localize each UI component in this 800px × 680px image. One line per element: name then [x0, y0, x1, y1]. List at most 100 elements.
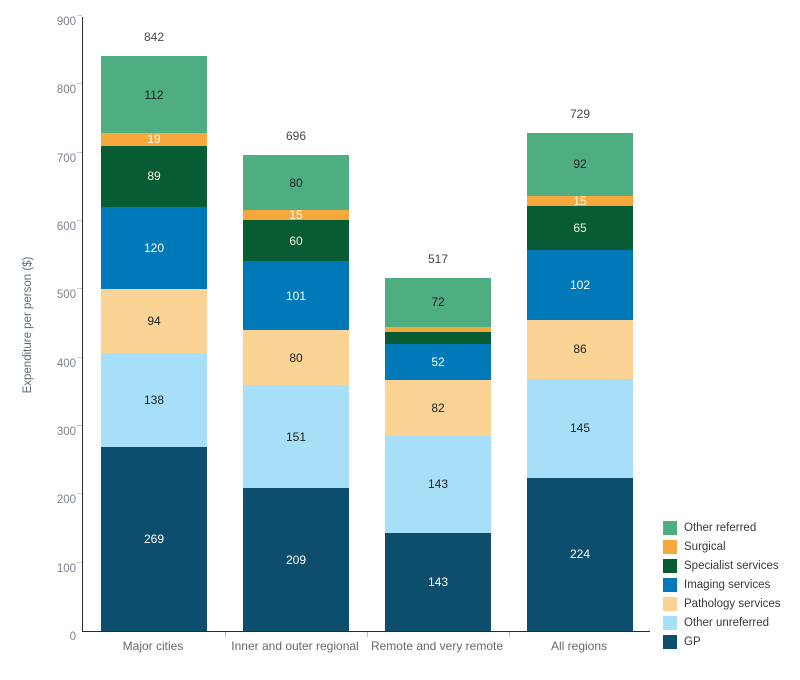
bar-slot: 269 138 94 120 89 19 112 842 [83, 17, 225, 631]
x-category-tick [367, 632, 368, 637]
bar-segment-other-referred[interactable]: 80 [243, 155, 349, 211]
y-tick-mark [77, 288, 82, 290]
bar-segment-other-referred[interactable]: 72 [385, 277, 491, 327]
bar-slot: 143 143 82 52 72 517 [367, 17, 509, 631]
legend-swatch-icon [663, 520, 677, 535]
y-tick-label: 100 [56, 562, 76, 575]
legend-swatch-icon [663, 615, 677, 630]
y-tick-mark [77, 220, 82, 221]
bar-segment-surgical[interactable]: 15 [243, 208, 349, 223]
y-tick-mark [77, 493, 82, 495]
legend-item-imaging-services[interactable]: Imaging services [663, 575, 781, 594]
legend-item-gp[interactable]: GP [663, 632, 781, 651]
legend-label: Pathology services [684, 597, 781, 610]
segment-value-label: 65 [573, 221, 587, 236]
bar-segment-surgical[interactable] [385, 326, 491, 332]
bar-segment-other-referred[interactable]: 92 [527, 132, 633, 196]
y-tick-mark [77, 561, 82, 563]
segment-value-label: 120 [143, 240, 165, 255]
bar-segment-imaging-services[interactable]: 102 [527, 250, 633, 321]
segment-value-label: 224 [569, 547, 591, 562]
bar-segment-pathology-services[interactable]: 82 [385, 379, 491, 436]
segment-value-label: 112 [144, 87, 164, 102]
segment-value-label: 138 [143, 393, 165, 408]
bar-total-label: 696 [285, 129, 307, 144]
legend-label: Specialist services [684, 559, 779, 572]
segment-value-label: 60 [289, 233, 303, 248]
bar-segment-other-unreferred[interactable]: 151 [243, 385, 349, 489]
bar-segment-pathology-services[interactable]: 80 [243, 330, 349, 386]
segment-value-label: 102 [569, 278, 591, 293]
legend-swatch-icon [663, 577, 677, 592]
bar-segment-other-unreferred[interactable]: 138 [101, 352, 207, 448]
bar-segment-pathology-services[interactable]: 86 [527, 320, 633, 379]
legend-swatch-icon [663, 596, 677, 611]
segment-value-label: 89 [147, 169, 161, 184]
bar-segment-gp[interactable]: 143 [385, 533, 491, 631]
legend-swatch-icon [663, 539, 677, 554]
segment-value-label: 82 [431, 400, 445, 415]
legend-item-other-referred[interactable]: Other referred [663, 518, 781, 537]
x-axis-label-major-cities: Major cities [122, 639, 184, 653]
segment-value-label: 19 [147, 132, 161, 147]
y-tick-label: 700 [56, 152, 76, 165]
x-axis-label-remote-and-very-remote: Remote and very remote [370, 639, 504, 653]
bar-total-label: 729 [569, 106, 591, 121]
y-tick-label: 0 [69, 631, 76, 643]
y-tick-label: 300 [56, 426, 76, 438]
bar-segment-surgical[interactable]: 15 [527, 193, 633, 208]
bar-segment-surgical[interactable]: 19 [101, 132, 207, 147]
y-tick-label: 800 [56, 84, 76, 97]
bar-segment-pathology-services[interactable]: 94 [101, 288, 207, 353]
segment-value-label: 15 [289, 208, 303, 223]
y-tick-label: 200 [56, 494, 76, 507]
legend-label: GP [684, 635, 701, 648]
y-axis-title: Expenditure per person ($) [22, 256, 34, 394]
x-category-tick [509, 632, 510, 637]
bar-inner-and-outer-regional: 209 151 80 101 60 15 80 [243, 155, 349, 631]
bar-segment-imaging-services[interactable]: 52 [385, 344, 491, 380]
legend: Other referred Surgical Specialist service… [663, 518, 781, 651]
segment-value-label: 145 [569, 421, 591, 436]
bar-segment-other-unreferred[interactable]: 143 [385, 435, 491, 534]
legend-label: Surgical [684, 540, 726, 553]
segment-value-label: 92 [573, 157, 587, 172]
bar-segment-gp[interactable]: 209 [243, 488, 349, 631]
bar-segment-other-referred[interactable]: 112 [101, 56, 207, 133]
segment-value-label: 143 [427, 575, 449, 590]
plot-area: 0 100 200 300 400 500 600 700 800 900 269 138 94 120 8… [57, 15, 650, 643]
y-tick-label: 900 [56, 16, 76, 28]
bar-segment-imaging-services[interactable]: 101 [243, 261, 349, 331]
legend-item-pathology-services[interactable]: Pathology services [663, 594, 781, 613]
x-axis-label-all-regions: All regions [550, 639, 608, 653]
legend-swatch-icon [663, 634, 677, 649]
bar-segment-imaging-services[interactable]: 120 [101, 206, 207, 289]
bar-major-cities: 269 138 94 120 89 19 112 [101, 56, 207, 631]
bar-segment-gp[interactable]: 269 [101, 447, 207, 631]
y-tick-mark [77, 151, 82, 153]
segment-value-label: 101 [285, 288, 307, 303]
legend-label: Imaging services [684, 578, 771, 591]
legend-item-other-unreferred[interactable]: Other unreferred [663, 613, 781, 632]
bar-slot: 209 151 80 101 60 15 80 696 [225, 17, 367, 631]
segment-value-label: 80 [289, 175, 303, 190]
legend-label: Other referred [684, 521, 757, 534]
bar-segment-other-unreferred[interactable]: 145 [527, 378, 633, 478]
bar-segment-specialist-services[interactable] [385, 331, 491, 345]
legend-item-surgical[interactable]: Surgical [663, 537, 781, 556]
bar-remote-and-very-remote: 143 143 82 52 72 [385, 277, 491, 631]
segment-value-label: 15 [573, 193, 587, 208]
bar-all-regions: 224 145 86 102 65 15 92 [527, 132, 633, 631]
legend-swatch-icon [663, 558, 677, 573]
bar-segment-specialist-services[interactable]: 60 [243, 220, 349, 262]
bar-segment-specialist-services[interactable]: 89 [101, 145, 207, 207]
segment-value-label: 209 [285, 552, 307, 567]
bar-segment-gp[interactable]: 224 [527, 477, 633, 631]
segment-value-label: 269 [143, 532, 165, 547]
legend-item-specialist-services[interactable]: Specialist services [663, 556, 781, 575]
segment-value-label: 72 [431, 295, 445, 310]
bar-segment-specialist-services[interactable]: 65 [527, 206, 633, 251]
segment-value-label: 52 [431, 354, 445, 369]
y-tick-mark [77, 356, 82, 358]
